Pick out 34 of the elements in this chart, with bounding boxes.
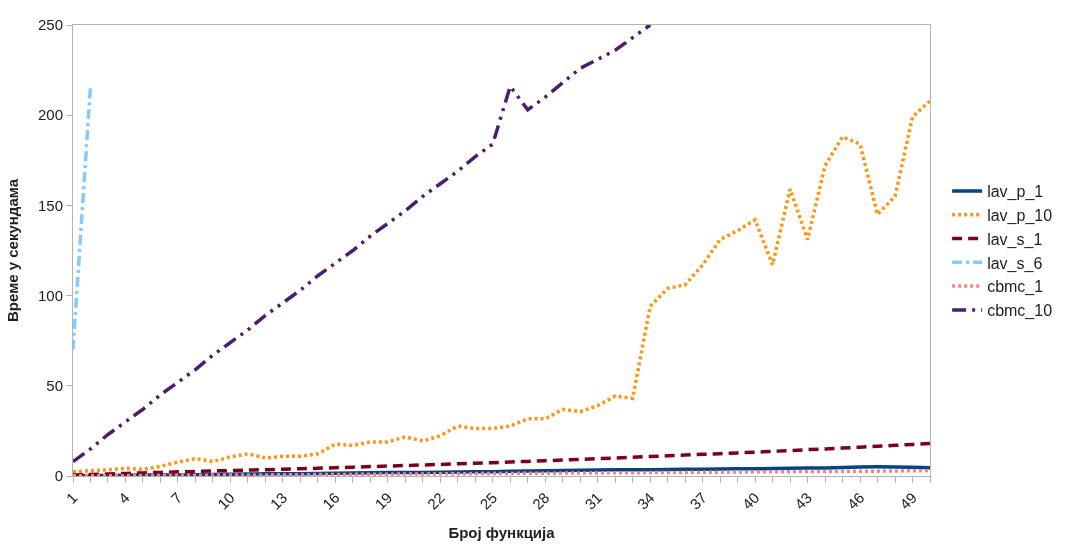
x-tick-label: 4	[114, 488, 133, 507]
x-tick-label: 25	[476, 488, 501, 513]
legend-label: lav_s_6	[987, 254, 1043, 273]
legend-label: lav_p_10	[987, 206, 1053, 225]
x-tick-label: 43	[791, 488, 815, 513]
y-tick-label: 250	[37, 16, 63, 34]
legend-label: cbmc_1	[987, 278, 1044, 297]
legend-label: lav_s_1	[987, 230, 1043, 249]
y-tick-label: 150	[37, 196, 63, 214]
x-tick-label: 31	[581, 488, 606, 513]
y-axis-title: Време у секундама	[4, 178, 22, 322]
line-series	[73, 99, 930, 474]
line-series	[73, 441, 930, 476]
x-tick-label: 34	[633, 488, 658, 513]
y-tick-label: 50	[46, 377, 63, 395]
x-tick-label: 40	[738, 488, 763, 513]
x-tick-label: 28	[528, 488, 553, 513]
x-tick-label: 16	[318, 488, 343, 513]
y-tick-label: 100	[37, 286, 63, 304]
line-series	[73, 25, 652, 464]
y-tick-label: 200	[37, 106, 63, 124]
x-tick-label: 22	[423, 488, 448, 513]
x-tick-label: 1	[62, 488, 81, 507]
x-tick-label: 37	[686, 488, 711, 513]
legend-label: cbmc_10	[987, 302, 1053, 321]
x-tick-label: 10	[214, 488, 238, 513]
x-tick-label: 49	[896, 488, 920, 513]
x-tick-label: 46	[843, 488, 868, 513]
x-tick-label: 7	[167, 488, 186, 507]
x-tick-label: 19	[371, 488, 396, 513]
x-tick-label: 13	[266, 488, 291, 513]
y-tick-label: 0	[54, 467, 63, 485]
legend-label: lav_p_1	[987, 183, 1044, 202]
x-axis-title: Број функција	[448, 523, 556, 541]
